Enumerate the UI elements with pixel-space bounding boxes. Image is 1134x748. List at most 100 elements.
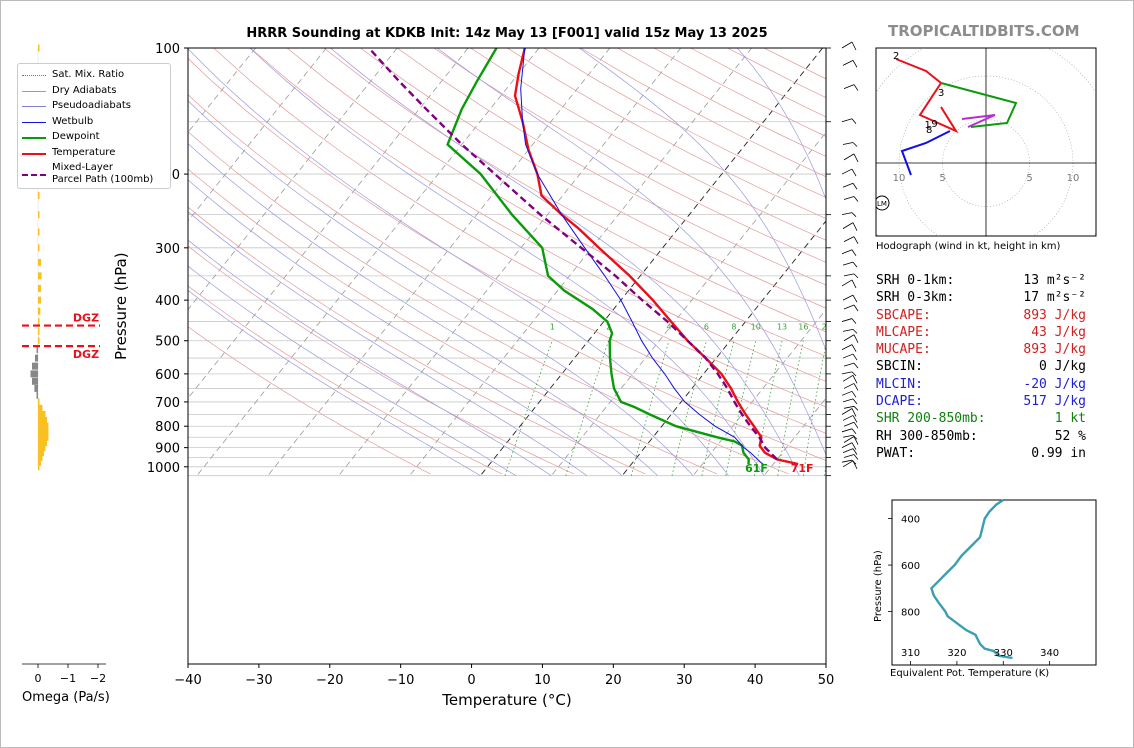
wind-barb <box>843 84 855 89</box>
wind-barb-flag <box>852 294 858 303</box>
y-tick-label: 300 <box>155 242 180 257</box>
mixing-ratio-label: 30 <box>865 322 875 331</box>
wind-barb <box>842 374 854 382</box>
omega-bar <box>38 228 40 236</box>
wind-barb <box>843 273 855 277</box>
wind-barb-flag <box>851 41 857 51</box>
x-tick-label: −10 <box>387 673 414 688</box>
plot-frame <box>187 47 827 665</box>
omega-bar <box>38 422 49 430</box>
param-row: SHR 200-850mb: 1 kt <box>876 410 1086 427</box>
pseudoadiabat-line <box>188 48 729 476</box>
mixing-ratio-label: 4 <box>666 322 671 331</box>
wind-barb <box>843 196 855 200</box>
legend-label: Pseudoadiabats <box>52 100 132 111</box>
wind-barb-flag <box>853 196 859 202</box>
wind-barb-flag <box>853 84 859 91</box>
param-label: SBCIN: <box>876 359 923 375</box>
param-value: 893 J/kg <box>1023 307 1086 323</box>
pseudoadiabat-line <box>188 179 623 476</box>
wind-barb-flag <box>853 362 859 369</box>
hodograph-trace-blue <box>900 130 951 176</box>
omega-bar <box>32 377 38 385</box>
omega-bar <box>38 398 40 406</box>
wind-barb <box>842 294 854 301</box>
param-value: 43 J/kg <box>1031 324 1086 340</box>
wind-barb <box>841 41 853 49</box>
omega-bar <box>38 244 40 252</box>
x-tick-label: 40 <box>747 673 764 688</box>
wind-barb <box>843 421 855 427</box>
omega-bar <box>38 463 40 471</box>
legend-label: Mixed-Layer Parcel Path (100mb) <box>52 162 154 185</box>
mixing-ratio-label: 13 <box>777 322 787 331</box>
omega-bar <box>38 439 47 447</box>
pseudoadiabat-line <box>188 265 517 476</box>
wind-barb-flag <box>852 183 858 190</box>
x-tick-label: 50 <box>818 673 835 688</box>
wind-barb-flag <box>851 408 857 417</box>
omega-bar <box>34 384 38 392</box>
wind-barb <box>842 261 854 266</box>
theta-e-y-tick-label: 800 <box>901 608 920 619</box>
wind-barb-flag <box>851 279 857 289</box>
wind-barb <box>843 436 855 443</box>
pseudoadiabat-line <box>330 48 800 476</box>
temperature-line <box>513 48 799 466</box>
omega-bar <box>38 307 41 315</box>
wind-barb-flag <box>851 391 857 398</box>
wind-barb <box>841 371 853 375</box>
wind-barb-flag <box>852 434 858 440</box>
wind-barb <box>843 334 855 342</box>
theta-e-x-label: Equivalent Pot. Temperature (K) <box>890 668 1050 679</box>
legend-label: Dry Adiabats <box>52 84 117 96</box>
param-label: RH 300-850mb: <box>876 428 978 444</box>
wind-barb-flag <box>853 334 859 343</box>
mixing-ratio-label: 1 <box>550 322 555 331</box>
hodograph-ring-label: 10 <box>1067 173 1080 184</box>
wind-barb <box>842 353 854 359</box>
wind-barb-flag <box>853 406 859 411</box>
isotherm-line <box>267 48 611 476</box>
theta-e-x-tick-label: 310 <box>901 648 920 659</box>
wind-barb <box>842 460 854 468</box>
legend-swatch <box>22 152 46 155</box>
wind-barb-flag <box>852 415 858 423</box>
x-tick-label: 0 <box>467 673 475 688</box>
mixing-ratio-label: 10 <box>751 322 761 331</box>
hodograph-trace-green <box>940 82 1018 128</box>
dry-adiabat-line <box>188 285 503 475</box>
isotherm-line <box>338 48 682 476</box>
param-row: SBCIN: 0 J/kg <box>876 358 1086 375</box>
isotherm-line <box>188 48 398 311</box>
mixing-ratio-label: 20 <box>822 322 832 331</box>
wind-barb <box>841 118 853 123</box>
storm-motion-label: LM <box>877 200 887 208</box>
wind-barb-flag <box>852 398 858 405</box>
wind-barb-flag <box>853 383 859 391</box>
wind-barb-flag <box>851 118 857 124</box>
wind-barb <box>843 383 855 389</box>
omega-axis-label: Omega (Pa/s) <box>22 690 110 705</box>
surface-dewpoint-label: 61F <box>745 462 768 475</box>
wind-barb <box>841 390 853 396</box>
wind-barb-flag <box>852 329 858 334</box>
legend-swatch <box>22 121 46 123</box>
hodograph-trace-purple <box>961 114 996 128</box>
legend-swatch <box>22 90 46 92</box>
legend-swatch <box>22 75 46 76</box>
wind-barb-flag <box>851 442 857 450</box>
wind-barb-flag <box>853 421 859 429</box>
y-tick-label: 700 <box>155 396 180 411</box>
wind-barb-flag <box>852 261 858 268</box>
theta-e-x-tick-label: 320 <box>947 648 966 659</box>
isotherm-line <box>188 48 469 399</box>
omega-bar <box>38 284 41 292</box>
wind-barb-flag <box>853 273 859 279</box>
pseudoadiabat-line <box>188 143 658 476</box>
wind-barb <box>842 415 854 421</box>
wind-barb-flag <box>851 212 857 217</box>
wind-barb <box>843 153 855 161</box>
param-value: 13 m²s⁻² <box>1023 273 1086 288</box>
wind-barb <box>841 408 853 415</box>
